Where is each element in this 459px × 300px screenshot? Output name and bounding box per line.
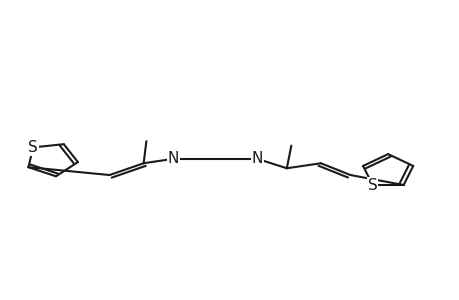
Text: S: S [28, 140, 38, 155]
Text: N: N [167, 151, 179, 166]
Text: N: N [251, 151, 263, 166]
Text: S: S [367, 178, 377, 193]
